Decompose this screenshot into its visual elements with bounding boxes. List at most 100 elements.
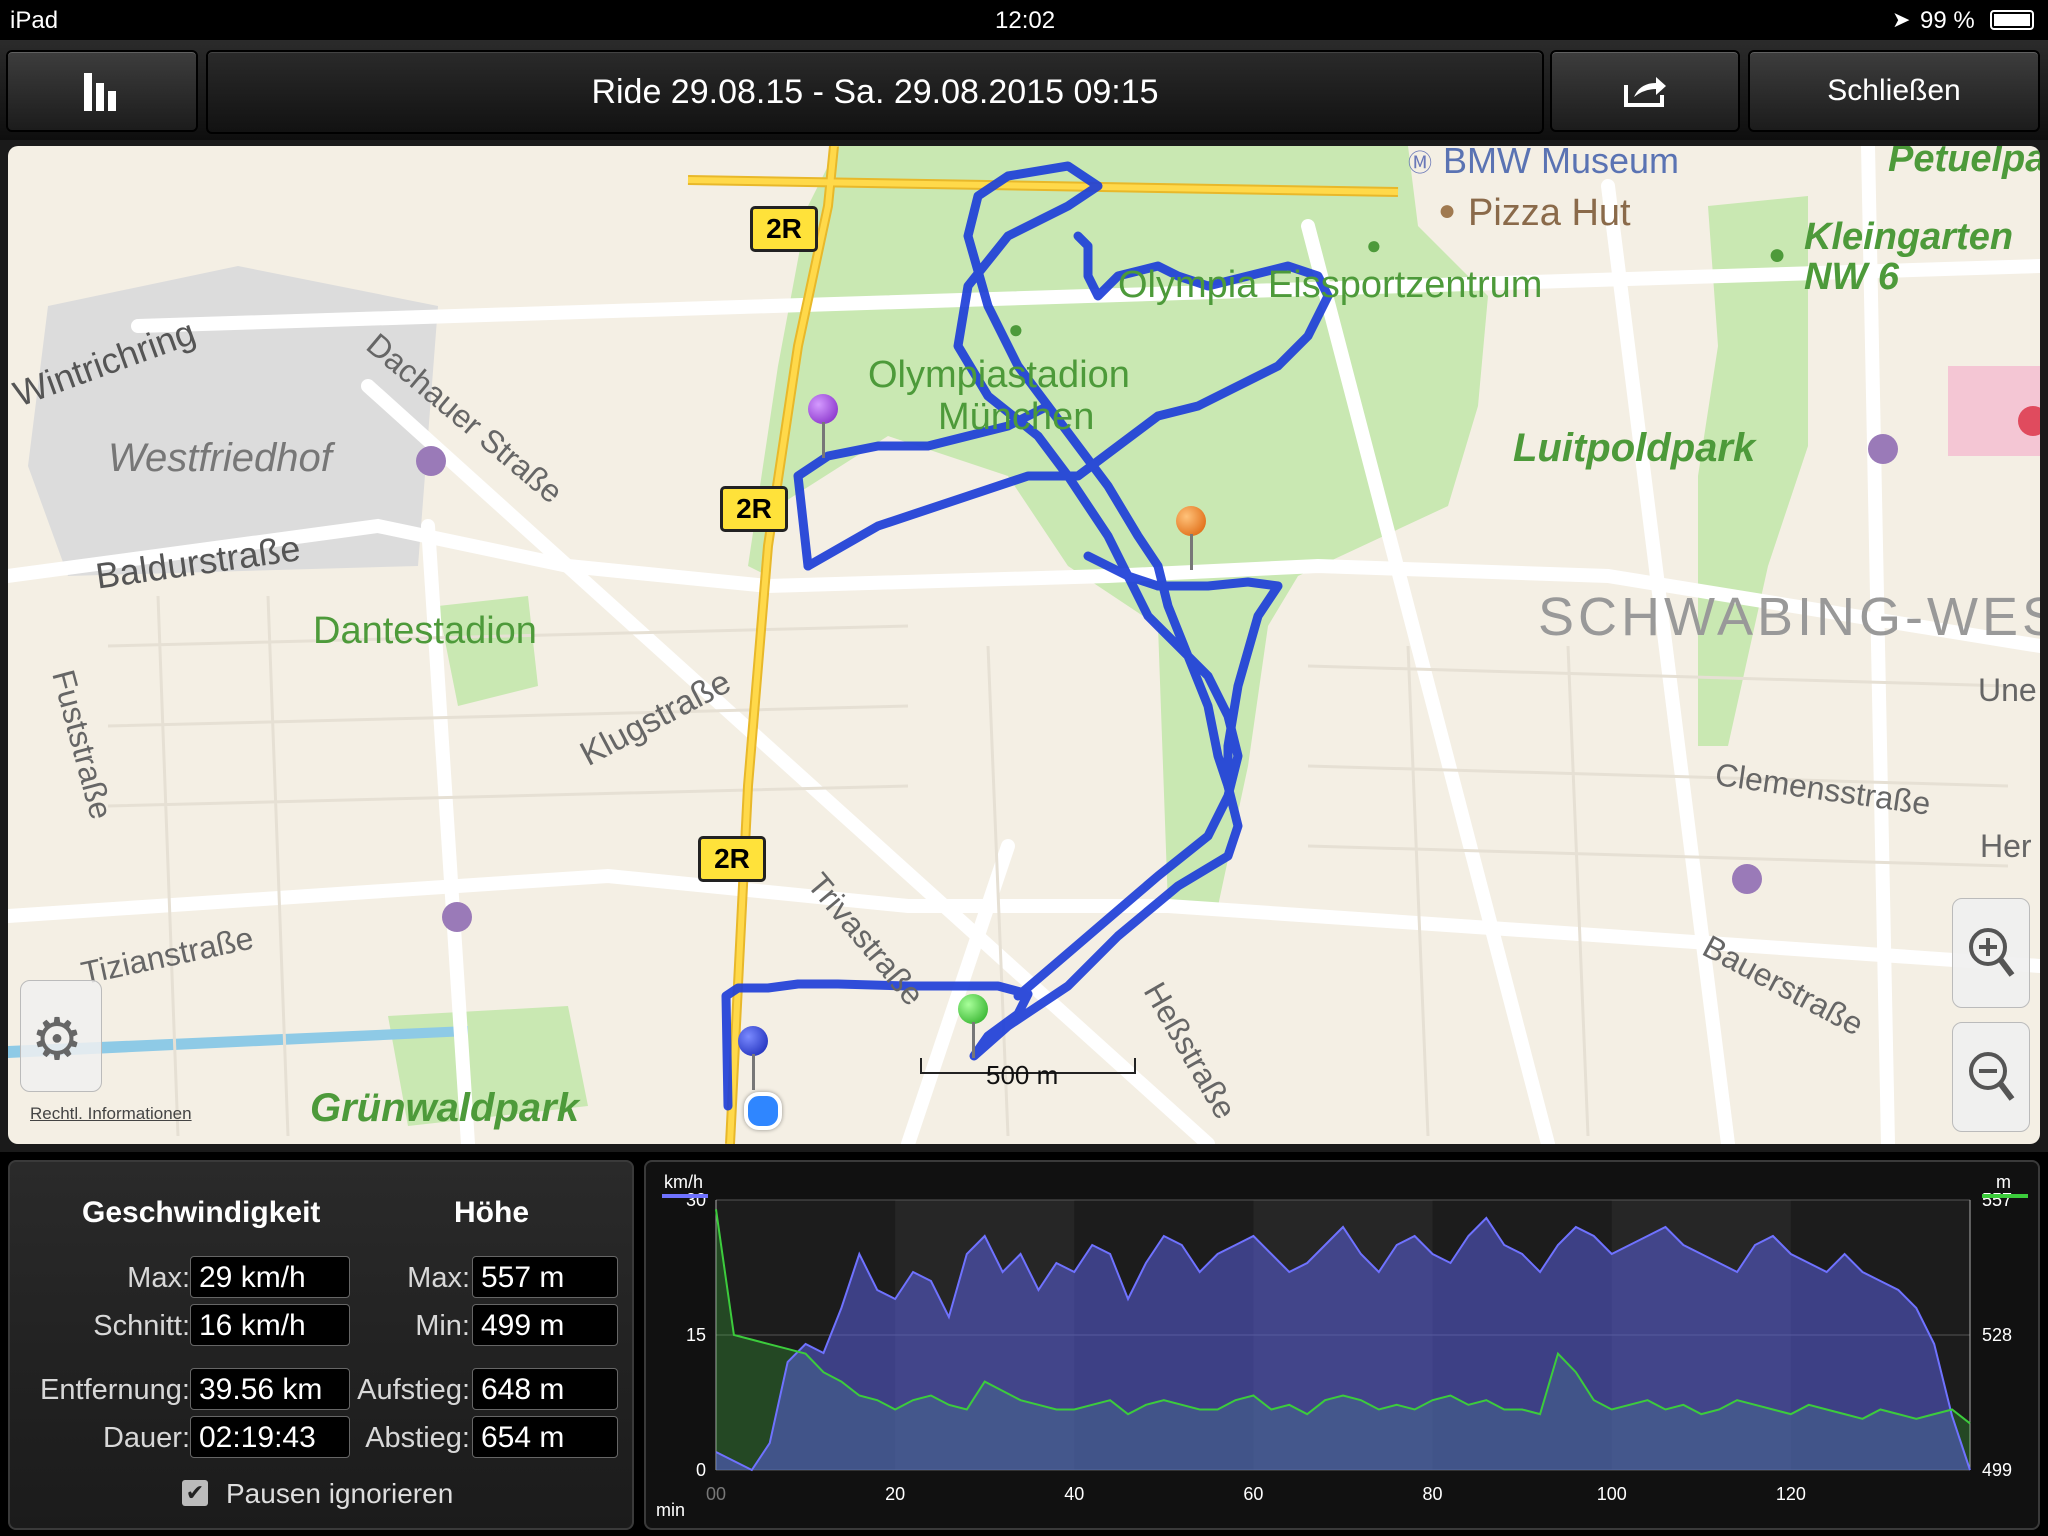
start-pin-green[interactable] — [958, 994, 988, 1024]
stats-panel: Geschwindigkeit Höhe Max: 29 km/h Schnit… — [8, 1160, 634, 1530]
height-legend-line — [1982, 1194, 2028, 1198]
scale-label: 500 m — [986, 1060, 1059, 1090]
x-tick-label: 40 — [1064, 1484, 1084, 1504]
map-canvas[interactable] — [8, 146, 2040, 1144]
end-pin-blue[interactable] — [738, 1026, 768, 1056]
height-header: Höhe — [454, 1196, 529, 1229]
restaurant-icon: ● — [1438, 194, 1457, 227]
x-tick-label: 120 — [1776, 1484, 1806, 1504]
device-name: iPad — [10, 7, 59, 34]
battery-icon — [1990, 10, 2034, 30]
road-shield-2r: 2R — [750, 206, 818, 252]
x-tick-label: 00 — [706, 1484, 726, 1504]
height-max-label: Max: — [407, 1262, 470, 1294]
bar-chart-icon — [84, 73, 116, 111]
map-label-dantestadion: Dantestadion — [313, 610, 537, 652]
distance-label: Entfernung: — [40, 1374, 190, 1406]
clock: 12:02 — [995, 7, 1056, 34]
map-label-her: Her — [1980, 828, 2032, 864]
map-view[interactable]: BMW Museum Ⓜ Pizza Hut ● Petuelpa Kleing… — [8, 146, 2040, 1144]
chart-plot: 00 20 40 60 80 100 120 30 15 0 557 528 499 — [686, 1190, 2012, 1504]
right-tick-label: 499 — [1982, 1460, 2012, 1480]
map-label-olympiastadion: Olympiastadion — [868, 354, 1130, 396]
map-label-schwabing-west: SCHWABING-WEST — [1538, 587, 2040, 647]
current-location-dot — [744, 1092, 782, 1130]
left-tick-label: 0 — [696, 1460, 706, 1480]
share-icon — [1624, 77, 1666, 107]
legal-info-link[interactable]: Rechtl. Informationen — [30, 1104, 192, 1123]
x-tick-label: 20 — [885, 1484, 905, 1504]
map-label-olympiastadion-muenchen: München — [938, 396, 1095, 438]
transit-icon-4 — [1732, 864, 1762, 894]
pin-stem — [822, 422, 825, 458]
map-label-olympia-eissportzentrum: Olympia Eissportzentrum — [1118, 264, 1543, 306]
transit-icon-3 — [442, 902, 472, 932]
x-axis-unit: min — [656, 1500, 686, 1520]
distance-value: 39.56 km — [190, 1368, 350, 1410]
transit-icon-2 — [1868, 434, 1898, 464]
toolbar: Ride 29.08.15 - Sa. 29.08.2015 09:15 Sch… — [0, 40, 2048, 140]
right-axis-unit: m — [1996, 1172, 2011, 1192]
statistics-button[interactable] — [6, 50, 198, 132]
ignore-pauses-checkbox[interactable]: ✔ — [182, 1480, 208, 1506]
ascent-value: 648 m — [472, 1368, 618, 1410]
status-bar: iPad 12:02 ➤ 99 % — [0, 0, 2048, 40]
ride-title: Ride 29.08.15 - Sa. 29.08.2015 09:15 — [206, 50, 1544, 134]
height-min-label: Min: — [415, 1310, 470, 1342]
bottom-panel: Geschwindigkeit Höhe Max: 29 km/h Schnit… — [0, 1152, 2048, 1536]
ignore-pauses-label: Pausen ignorieren — [226, 1478, 454, 1509]
zoom-in-icon — [1969, 928, 2015, 977]
waypoint-pin-orange[interactable] — [1176, 506, 1206, 536]
speed-avg-label: Schnitt: — [93, 1310, 190, 1342]
zoom-out-button[interactable] — [1952, 1022, 2030, 1132]
speed-elevation-chart[interactable]: 00 20 40 60 80 100 120 30 15 0 557 528 499 km/h m mi… — [644, 1160, 2040, 1530]
transit-icon — [416, 446, 446, 476]
speed-legend-line — [662, 1194, 708, 1198]
right-tick-label: 528 — [1982, 1325, 2012, 1345]
road-shield-2r-3: 2R — [698, 836, 766, 882]
location-icon: ➤ — [1892, 7, 1911, 32]
map-label-gruenwaldpark: Grünwaldpark — [310, 1086, 579, 1130]
map-label-luitpoldpark: Luitpoldpark — [1513, 426, 1756, 470]
height-line — [715, 1209, 1971, 1425]
hospital-icon — [2018, 406, 2040, 436]
waypoint-pin-purple[interactable] — [808, 394, 838, 424]
road-shield-2r-2: 2R — [720, 486, 788, 532]
left-tick-label: 30 — [686, 1190, 706, 1210]
map-settings-button[interactable]: ⚙ — [20, 980, 102, 1092]
right-tick-label: 557 — [1982, 1190, 2012, 1210]
speed-line — [715, 1216, 1971, 1472]
descent-value: 654 m — [472, 1416, 618, 1458]
ascent-label: Aufstieg: — [357, 1374, 470, 1406]
speed-header: Geschwindigkeit — [82, 1196, 321, 1229]
gear-icon: ⚙ — [31, 1007, 83, 1072]
pin-stem-2 — [1190, 534, 1193, 570]
stadium-icon-2: ● — [1366, 230, 1382, 260]
left-axis-unit: km/h — [664, 1172, 704, 1192]
map-label-bmw-museum: BMW Museum — [1443, 146, 1680, 181]
park-icon: ● — [1768, 238, 1787, 271]
height-min-value: 499 m — [472, 1304, 618, 1346]
museum-icon: Ⓜ — [1408, 150, 1432, 177]
pin-stem-4 — [752, 1054, 755, 1090]
close-button[interactable]: Schließen — [1748, 50, 2040, 132]
left-tick-label: 15 — [686, 1325, 706, 1345]
x-tick-label: 60 — [1243, 1484, 1263, 1504]
map-label-petuelpark: Petuelpa — [1888, 146, 2040, 180]
map-label-kleingarten: Kleingarten — [1804, 216, 2014, 258]
duration-label: Dauer: — [102, 1422, 190, 1454]
map-label-pizza-hut: Pizza Hut — [1468, 192, 1631, 234]
map-label-une: Une — [1978, 672, 2037, 708]
stadium-icon: ● — [1008, 314, 1024, 344]
speed-max-value: 29 km/h — [190, 1256, 350, 1298]
descent-label: Abstieg: — [365, 1422, 470, 1454]
pin-stem-3 — [972, 1022, 975, 1058]
route-track — [721, 161, 1333, 1111]
zoom-in-button[interactable] — [1952, 898, 2030, 1008]
map-label-westfriedhof: Westfriedhof — [108, 436, 332, 480]
height-max-value: 557 m — [472, 1256, 618, 1298]
speed-max-label: Max: — [127, 1262, 190, 1294]
share-button[interactable] — [1550, 50, 1740, 132]
duration-value: 02:19:43 — [190, 1416, 350, 1458]
zoom-out-icon — [1969, 1052, 2015, 1101]
